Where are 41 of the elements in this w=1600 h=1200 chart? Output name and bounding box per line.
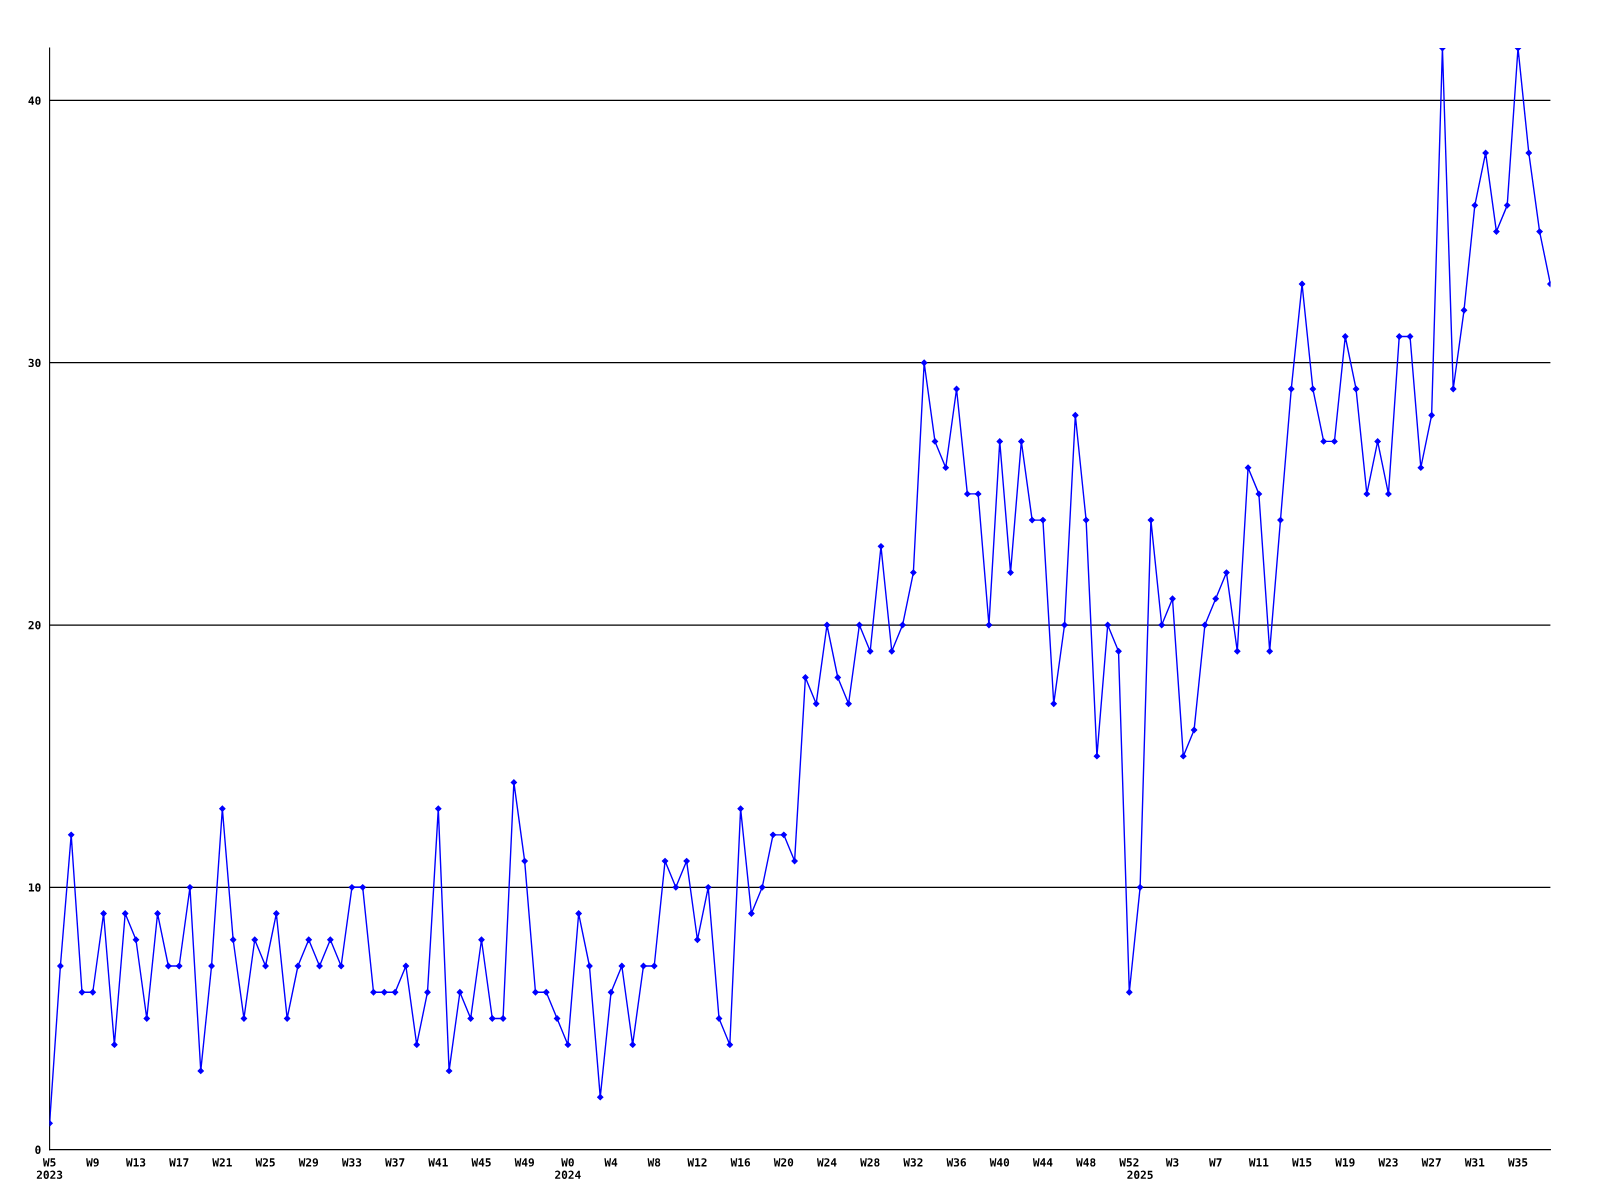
x-tick-label: W49 — [514, 1158, 534, 1167]
x-tick-label: W23 — [1378, 1158, 1398, 1167]
x-tick-label: W52 — [1119, 1158, 1139, 1167]
x-tick-label: W37 — [385, 1158, 405, 1167]
x-tick-label: W21 — [212, 1158, 232, 1167]
x-tick-label: W16 — [730, 1158, 751, 1167]
x-tick-label: W45 — [471, 1158, 491, 1167]
x-tick-label: W31 — [1464, 1158, 1485, 1167]
y-tick-label: 40 — [28, 96, 41, 105]
x-tick-label: W9 — [86, 1158, 99, 1167]
x-tick-label: W5 2023 — [36, 1158, 63, 1179]
x-tick-label: W8 — [647, 1158, 661, 1167]
x-tick-label: W7 — [1209, 1158, 1222, 1167]
x-tick-label: W15 — [1292, 1158, 1312, 1167]
x-tick-label: W19 — [1335, 1158, 1355, 1167]
x-tick-label: 2025 — [1127, 1170, 1153, 1179]
x-tick-label: W27 — [1421, 1158, 1441, 1167]
x-tick-label: W20 — [773, 1158, 794, 1167]
x-tick-label: W44 — [1032, 1158, 1053, 1167]
x-tick-label: W17 — [169, 1158, 189, 1167]
x-tick-label: W36 — [946, 1158, 966, 1167]
x-tick-label: W32 — [903, 1158, 923, 1167]
y-tick-label: 30 — [28, 358, 41, 368]
y-tick-label: 20 — [28, 621, 41, 630]
x-tick-label: W33 — [341, 1158, 362, 1167]
x-tick-label: W25 — [255, 1158, 275, 1167]
x-tick-label: W40 — [989, 1158, 1010, 1167]
y-tick-label: 10 — [28, 883, 41, 892]
x-tick-label: W28 — [860, 1158, 880, 1167]
x-tick-label: W48 — [1076, 1158, 1096, 1167]
x-tick-label: W3 — [1165, 1158, 1179, 1167]
x-tick-label: W24 — [816, 1158, 837, 1167]
x-tick-label: W35 — [1507, 1158, 1528, 1167]
x-tick-label: W0 2024 — [555, 1158, 581, 1179]
x-tick-label: W4 — [604, 1158, 618, 1167]
x-tick-label: W12 — [687, 1158, 707, 1167]
y-tick-label: 0 — [35, 1145, 41, 1154]
x-tick-label: W29 — [298, 1158, 319, 1167]
x-tick-label: W41 — [428, 1158, 448, 1167]
x-tick-label: W13 — [125, 1158, 146, 1167]
x-tick-label: W11 — [1248, 1158, 1269, 1167]
